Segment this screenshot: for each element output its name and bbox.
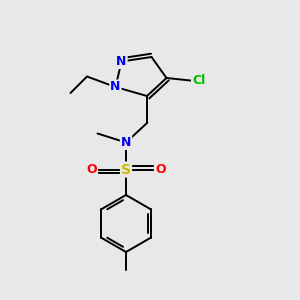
Text: O: O <box>86 163 97 176</box>
Text: N: N <box>110 80 121 94</box>
Text: O: O <box>155 163 166 176</box>
Text: N: N <box>121 136 131 149</box>
Text: S: S <box>121 163 131 176</box>
Text: Cl: Cl <box>192 74 205 88</box>
Text: N: N <box>116 55 127 68</box>
